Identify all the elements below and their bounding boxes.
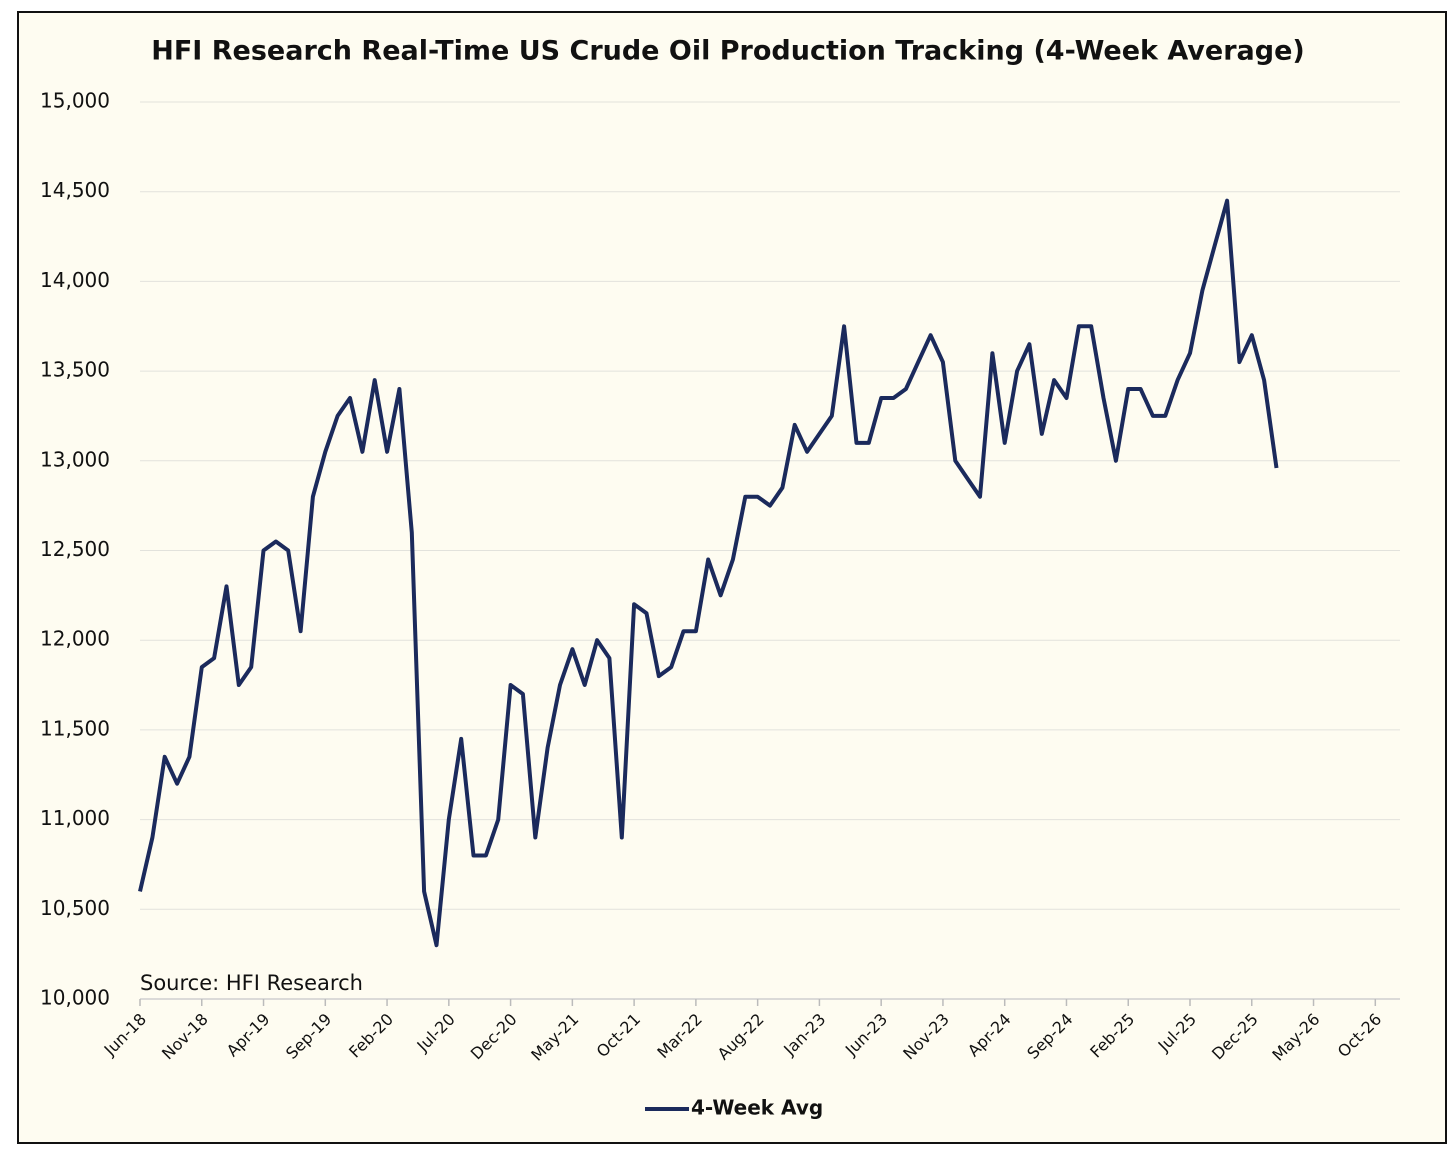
y-tick-label: 14,000	[40, 268, 110, 292]
y-tick-label: 13,000	[40, 447, 110, 471]
legend-label: 4-Week Avg	[691, 1096, 823, 1120]
y-tick-label: 15,000	[40, 89, 110, 113]
y-tick-label: 10,000	[40, 986, 110, 1010]
data-line	[138, 198, 1279, 948]
source-note: Source: HFI Research	[140, 971, 363, 995]
frame	[17, 11, 1447, 1144]
y-tick-label: 12,000	[40, 627, 110, 651]
chart-title: HFI Research Real-Time US Crude Oil Prod…	[151, 36, 1304, 67]
y-tick-label: 13,500	[40, 358, 110, 382]
y-tick-label: 10,500	[40, 896, 110, 920]
y-tick-label: 14,500	[40, 178, 110, 202]
y-tick-label: 11,000	[40, 806, 110, 830]
y-tick-label: 11,500	[40, 716, 110, 740]
y-tick-label: 12,500	[40, 537, 110, 561]
